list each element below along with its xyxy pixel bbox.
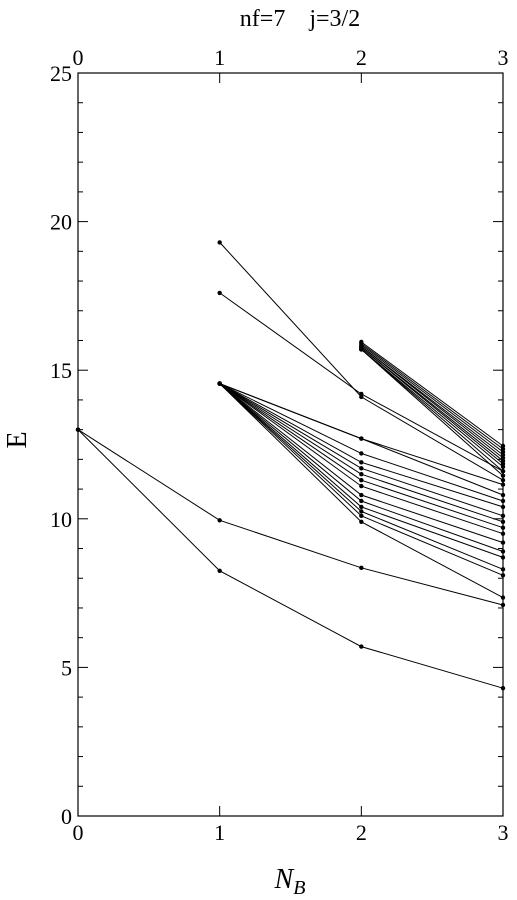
x-tick-label-bottom: 3 (498, 820, 509, 845)
y-tick-label: 5 (61, 655, 72, 680)
data-point (217, 290, 222, 296)
y-tick-label: 0 (61, 804, 72, 829)
data-point (359, 466, 364, 471)
series-layer (75, 240, 506, 691)
data-point (359, 436, 364, 441)
x-tick-label-bottom: 0 (73, 820, 84, 845)
series-line (219, 292, 504, 472)
data-point (217, 568, 222, 574)
data-point (359, 565, 364, 571)
series-line (77, 429, 504, 689)
y-tick-label: 25 (50, 61, 72, 86)
series-line (360, 349, 504, 472)
x-axis-title-sub: B (293, 877, 305, 899)
data-point (359, 483, 364, 489)
x-tick-label-bottom: 1 (214, 820, 225, 845)
data-point (359, 472, 364, 477)
y-tick-label: 20 (50, 210, 72, 235)
series-line (219, 383, 504, 599)
x-tick-label-top: 1 (214, 45, 225, 70)
data-point (359, 509, 364, 514)
x-axis-title-main: N (274, 864, 295, 895)
data-point (217, 518, 222, 523)
data-point (359, 451, 364, 456)
x-axis-title: NB (274, 864, 306, 899)
data-point (359, 347, 364, 352)
series-line (219, 383, 504, 508)
series-line (361, 341, 504, 447)
data-point (359, 513, 364, 519)
series-line (219, 383, 504, 502)
data-point (217, 240, 222, 245)
y-tick-label: 10 (50, 507, 72, 532)
series-line (360, 349, 504, 477)
x-tick-label-top: 3 (498, 45, 509, 70)
data-point (359, 391, 364, 397)
x-tick-label-top: 2 (356, 45, 367, 70)
series-line (360, 347, 504, 465)
series-line (360, 346, 504, 459)
series-line (361, 343, 504, 450)
series-line (219, 242, 504, 481)
series-line (360, 344, 504, 453)
y-tick-label: 15 (50, 358, 72, 383)
data-point (359, 460, 364, 465)
data-point (359, 519, 364, 524)
data-point (359, 498, 364, 504)
plot-frame (77, 72, 504, 817)
data-point (359, 644, 364, 649)
series-line (77, 429, 504, 606)
series-line (219, 383, 504, 570)
data-point (359, 477, 364, 483)
data-point (359, 492, 364, 498)
data-point (359, 504, 364, 510)
y-axis-title: E (2, 431, 33, 448)
data-point (217, 381, 222, 386)
chart-title: nf=7 j=3/2 (240, 6, 360, 32)
x-tick-label-top: 0 (73, 45, 84, 70)
x-tick-label-bottom: 2 (356, 820, 367, 845)
series-line (360, 349, 504, 468)
